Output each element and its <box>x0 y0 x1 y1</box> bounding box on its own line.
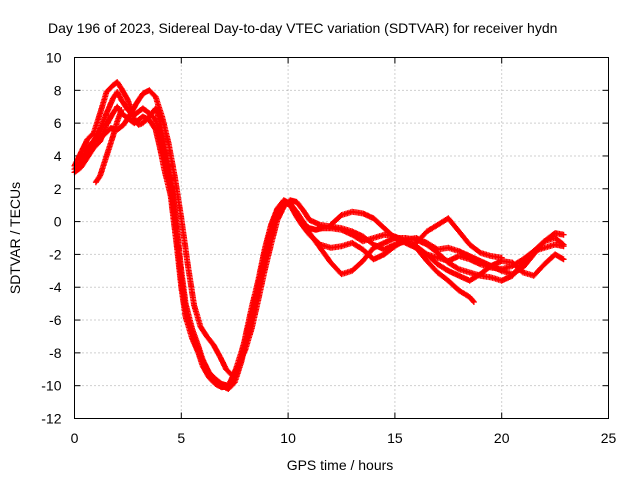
data-layer <box>71 79 567 392</box>
chart-title: Day 196 of 2023, Sidereal Day-to-day VTE… <box>48 20 557 36</box>
series-markers <box>71 89 567 392</box>
y-tick-label: 6 <box>54 115 62 131</box>
plot-frame <box>74 57 609 419</box>
x-tick-label: 25 <box>601 430 617 446</box>
axis-ticks: 0 5 10 15 20 25 -12 -10 -8 -6 -4 -2 0 2 4 6 8 10 <box>41 50 616 447</box>
y-tick-label: 2 <box>54 181 62 197</box>
series-track-1 <box>71 89 567 392</box>
y-tick-label: 10 <box>46 50 62 66</box>
series-track-6 <box>327 208 477 305</box>
series-track-2 <box>71 79 567 389</box>
y-tick-label: -6 <box>49 312 62 328</box>
y-axis-label: SDTVAR / TECUs <box>7 182 23 294</box>
x-tick-label: 20 <box>494 430 510 446</box>
x-axis-label: GPS time / hours <box>287 457 394 473</box>
y-tick-label: 4 <box>54 148 62 164</box>
series-markers <box>413 215 505 261</box>
y-tick-label: 0 <box>54 214 62 230</box>
y-tick-label: -2 <box>49 246 62 262</box>
series-markers <box>327 208 477 305</box>
series-track-5 <box>92 107 125 186</box>
x-tick-label: 5 <box>177 430 185 446</box>
series-markers <box>92 107 125 186</box>
y-tick-label: -10 <box>41 378 61 394</box>
series-track-4 <box>82 87 567 379</box>
series-track-7 <box>413 215 505 261</box>
series-markers <box>82 87 567 379</box>
y-tick-label: -4 <box>49 279 62 295</box>
y-tick-label: -8 <box>49 345 62 361</box>
series-markers <box>71 79 567 389</box>
x-tick-label: 0 <box>71 430 79 446</box>
y-tick-label: 8 <box>54 82 62 98</box>
x-tick-label: 10 <box>280 430 296 446</box>
y-tick-label: -12 <box>41 411 61 427</box>
x-tick-label: 15 <box>387 430 403 446</box>
